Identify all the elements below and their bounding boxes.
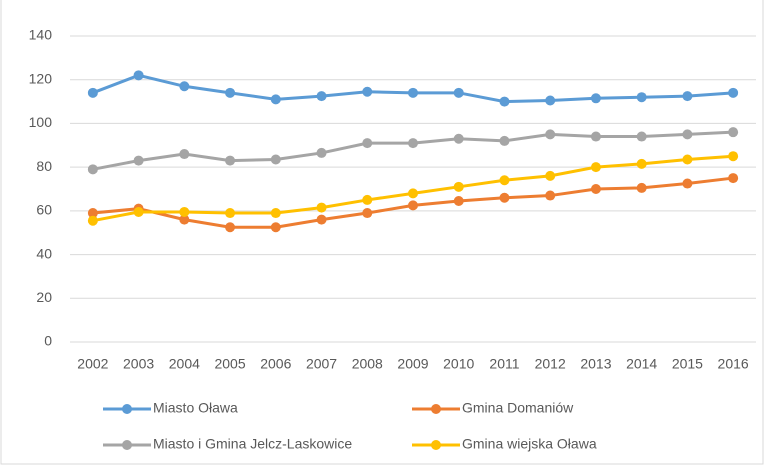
y-tick-label: 20 [36,289,52,305]
data-point [453,196,464,207]
data-point [590,131,601,142]
x-tick-label: 2005 [214,356,245,372]
y-tick-label: 140 [29,27,53,43]
data-point [179,81,190,92]
data-point [453,87,464,98]
data-point [408,138,418,149]
data-point [682,178,693,189]
data-point [590,184,601,194]
legend-label: Miasto i Gmina Jelcz-Laskowice [153,436,352,452]
legend-marker [431,404,441,414]
y-tick-label: 100 [29,114,53,130]
y-tick-label: 120 [29,70,53,86]
data-point [225,87,236,98]
data-point [362,208,373,219]
data-point [636,92,647,103]
legend-label: Gmina wiejska Oława [462,436,597,452]
x-tick-label: 2012 [535,356,566,372]
legend-label: Miasto Oława [153,400,238,416]
data-point [682,91,693,102]
data-point [636,158,647,169]
legend-marker [122,404,132,414]
data-point [499,192,510,203]
data-point [682,129,693,140]
data-point [453,181,464,192]
data-point [590,93,601,104]
data-point [545,190,556,201]
x-tick-label: 2011 [489,356,519,372]
y-tick-label: 60 [36,202,52,218]
x-tick-label: 2008 [352,356,383,372]
data-point [362,86,373,97]
data-point [590,162,601,173]
data-point [728,151,739,162]
data-point [545,129,556,140]
x-tick-label: 2015 [672,356,703,372]
x-tick-label: 2014 [626,356,657,372]
data-point [408,188,418,199]
x-tick-label: 2003 [123,356,154,372]
data-point [316,214,327,225]
legend-marker [122,440,132,450]
data-point [499,135,510,146]
data-point [636,131,647,142]
data-point [316,147,327,158]
data-point [270,94,281,105]
y-tick-label: 80 [36,158,52,174]
x-tick-label: 2009 [397,356,428,372]
x-tick-label: 2013 [580,356,611,372]
data-point [179,149,190,160]
data-point [225,222,236,233]
legend-marker [431,440,441,450]
x-tick-label: 2006 [260,356,291,372]
x-tick-label: 2016 [718,356,749,372]
y-tick-label: 40 [36,245,52,261]
data-point [133,206,144,217]
data-point [133,70,144,81]
x-tick-label: 2007 [306,356,337,372]
data-point [87,87,98,98]
data-point [408,200,418,211]
data-point [636,182,647,193]
data-point [499,96,510,107]
data-point [179,206,190,217]
data-point [545,170,556,181]
legend-label: Gmina Domaniów [462,400,574,416]
data-point [316,91,327,102]
data-point [87,215,98,226]
data-point [728,173,739,184]
data-point [545,95,556,106]
data-point [270,222,281,233]
x-tick-label: 2004 [169,356,200,372]
data-point [270,154,281,165]
data-point [270,208,281,219]
data-point [225,208,236,219]
data-point [728,127,739,138]
data-point [362,194,373,205]
data-point [728,87,739,98]
data-point [362,138,373,149]
data-point [179,214,190,225]
data-point [316,202,327,213]
data-point [453,133,464,144]
data-point [225,155,236,166]
data-point [682,154,693,165]
x-tick-label: 2002 [77,356,108,372]
data-point [408,87,418,98]
data-point [133,155,144,166]
data-point [499,175,510,186]
y-tick-label: 0 [44,333,52,349]
data-point [87,164,98,175]
x-tick-label: 2010 [443,356,474,372]
data-point [87,208,98,219]
